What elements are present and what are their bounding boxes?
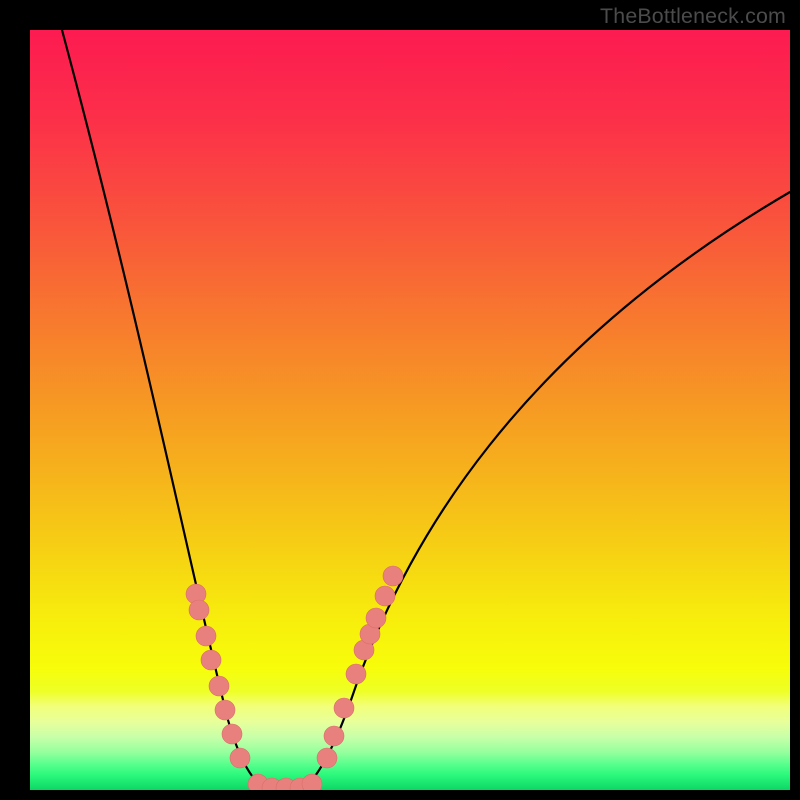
watermark-text: TheBottleneck.com	[600, 4, 786, 29]
gradient-background	[30, 30, 790, 790]
chart-container: TheBottleneck.com	[0, 0, 800, 800]
